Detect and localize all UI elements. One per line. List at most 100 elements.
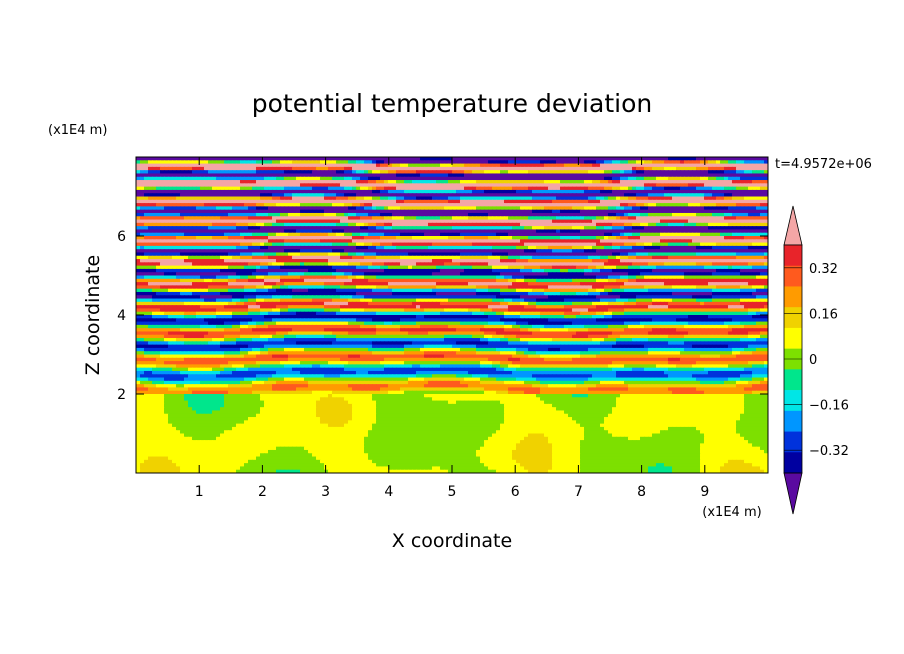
heatmap-cell	[308, 176, 313, 181]
heatmap-cell	[160, 163, 165, 168]
heatmap-cell	[504, 189, 509, 194]
heatmap-cell	[608, 176, 613, 181]
heatmap-cell	[164, 166, 169, 171]
heatmap-cell	[700, 186, 705, 191]
heatmap-cell	[216, 160, 221, 165]
heatmap-cell	[200, 189, 205, 194]
heatmap-cell	[480, 160, 485, 165]
heatmap-cell	[448, 170, 453, 175]
heatmap-cell	[720, 166, 725, 171]
heatmap-cell	[440, 157, 445, 161]
heatmap-cell	[488, 157, 493, 161]
heatmap-cell	[300, 176, 305, 181]
heatmap-cell	[648, 193, 653, 198]
heatmap-cell	[320, 193, 325, 198]
heatmap-cell	[236, 160, 241, 165]
heatmap-cell	[512, 163, 517, 168]
heatmap-cell	[716, 173, 721, 178]
heatmap-cell	[184, 166, 189, 171]
heatmap-cell	[268, 157, 273, 161]
heatmap-cell	[384, 163, 389, 168]
heatmap-cell	[588, 157, 593, 161]
heatmap-cell	[760, 163, 765, 168]
heatmap-cell	[436, 170, 441, 175]
heatmap-cell	[444, 186, 449, 191]
heatmap-cell	[440, 163, 445, 168]
heatmap-cell	[480, 157, 485, 161]
heatmap-cell	[424, 189, 429, 194]
heatmap-cell	[208, 189, 213, 194]
heatmap-cell	[516, 189, 521, 194]
heatmap-cell	[452, 173, 457, 178]
heatmap-cell	[372, 157, 377, 161]
heatmap-cell	[248, 183, 253, 188]
heatmap-cell	[308, 163, 313, 168]
heatmap-cell	[232, 173, 237, 178]
heatmap-cell	[344, 160, 349, 165]
heatmap-cell	[628, 163, 633, 168]
heatmap-cell	[304, 189, 309, 194]
heatmap-cell	[404, 173, 409, 178]
heatmap-cell	[300, 183, 305, 188]
heatmap-cell	[308, 173, 313, 178]
heatmap-cell	[172, 157, 177, 161]
heatmap-cell	[412, 193, 417, 198]
heatmap-cell	[684, 180, 689, 184]
heatmap-cell	[424, 180, 429, 184]
heatmap-cell	[288, 186, 293, 191]
heatmap-cell	[408, 163, 413, 168]
heatmap-cell	[632, 166, 637, 171]
heatmap-cell	[372, 183, 377, 188]
heatmap-cell	[540, 183, 545, 188]
heatmap-cell	[732, 180, 737, 184]
heatmap-cell	[752, 180, 757, 184]
heatmap-cell	[392, 186, 397, 191]
heatmap-cell	[328, 173, 333, 178]
heatmap-cell	[244, 157, 249, 161]
heatmap-cell	[448, 193, 453, 198]
heatmap-cell	[240, 176, 245, 181]
heatmap-cell	[372, 196, 377, 201]
heatmap-cell	[688, 166, 693, 171]
heatmap-cell	[540, 173, 545, 178]
heatmap-cell	[388, 189, 393, 194]
heatmap-cell	[420, 189, 425, 194]
heatmap-cell	[488, 186, 493, 191]
heatmap-cell	[568, 160, 573, 165]
heatmap-cell	[388, 166, 393, 171]
heatmap-cell	[372, 189, 377, 194]
heatmap-cell	[692, 180, 697, 184]
heatmap-cell	[272, 176, 277, 181]
heatmap-cell	[748, 176, 753, 181]
heatmap-cell	[256, 189, 261, 194]
heatmap-cell	[536, 170, 541, 175]
heatmap-cell	[648, 173, 653, 178]
heatmap-cell	[736, 157, 741, 161]
heatmap-cell	[532, 196, 537, 201]
heatmap-cell	[460, 166, 465, 171]
heatmap-cell	[368, 176, 373, 181]
heatmap-cell	[404, 189, 409, 194]
heatmap-cell	[760, 166, 765, 171]
heatmap-cell	[224, 186, 229, 191]
heatmap-cell	[632, 170, 637, 175]
heatmap-cell	[292, 183, 297, 188]
heatmap-cell	[752, 160, 757, 165]
heatmap-cell	[160, 186, 165, 191]
heatmap-cell	[548, 157, 553, 161]
heatmap-cell	[732, 186, 737, 191]
heatmap-cell	[424, 176, 429, 181]
heatmap-cell	[488, 166, 493, 171]
heatmap-cell	[176, 163, 181, 168]
heatmap-cell	[696, 160, 701, 165]
heatmap-cell	[204, 183, 209, 188]
heatmap-cell	[732, 166, 737, 171]
heatmap-cell	[376, 183, 381, 188]
heatmap-cell	[640, 189, 645, 194]
heatmap-cell	[316, 176, 321, 181]
heatmap-cell	[592, 173, 597, 178]
heatmap-cell	[448, 166, 453, 171]
heatmap-cell	[580, 196, 585, 201]
heatmap-cell	[196, 189, 201, 194]
heatmap-cell	[240, 180, 245, 184]
